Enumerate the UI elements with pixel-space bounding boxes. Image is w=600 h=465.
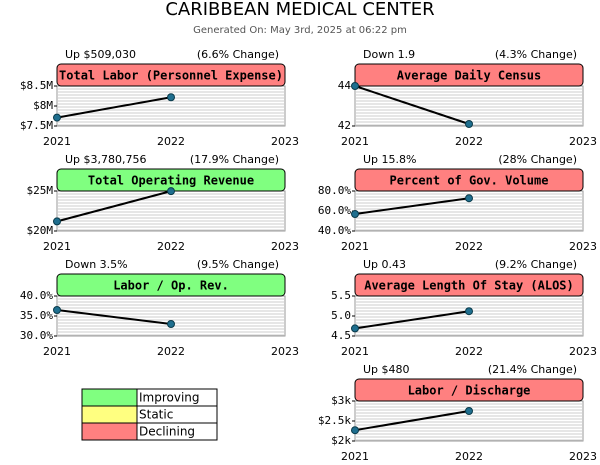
x-tick-label: 2023 bbox=[271, 135, 299, 148]
chart-title-bar bbox=[56, 63, 286, 87]
y-tick-label: 40.0% bbox=[318, 224, 351, 237]
data-point bbox=[167, 93, 175, 102]
y-tick-label: $20M bbox=[27, 224, 54, 237]
change-text: Up $509,030 bbox=[65, 48, 136, 61]
data-point bbox=[351, 210, 359, 218]
change-percent: (9.5% Change) bbox=[197, 258, 279, 271]
x-tick-label: 2023 bbox=[271, 345, 299, 358]
y-tick-label: 60.0% bbox=[318, 204, 351, 217]
y-tick-label: 42 bbox=[338, 119, 351, 132]
x-tick-label: 2023 bbox=[569, 450, 597, 463]
y-tick-label: 80.0% bbox=[318, 184, 351, 197]
y-tick-label: 40.0% bbox=[20, 289, 53, 302]
chart-title: Total Labor (Personnel Expense) bbox=[59, 69, 283, 83]
x-tick-label: 2022 bbox=[455, 240, 483, 253]
data-point bbox=[351, 324, 359, 333]
x-tick-label: 2021 bbox=[43, 345, 71, 358]
legend-swatch bbox=[81, 422, 138, 441]
data-point bbox=[465, 407, 473, 415]
x-tick-label: 2022 bbox=[157, 240, 185, 253]
data-point bbox=[53, 217, 61, 226]
data-point bbox=[465, 120, 473, 128]
x-tick-label: 2022 bbox=[455, 135, 483, 148]
change-percent: (4.3% Change) bbox=[495, 48, 577, 61]
y-tick-label: $8.5M bbox=[20, 79, 53, 92]
y-tick-label: 5.0 bbox=[331, 309, 351, 322]
chart-title-bar bbox=[354, 63, 584, 87]
data-point bbox=[351, 426, 359, 435]
x-tick-label: 2021 bbox=[43, 135, 71, 148]
chart-title: Labor / Discharge bbox=[408, 384, 531, 398]
x-tick-label: 2021 bbox=[341, 240, 369, 253]
x-tick-label: 2022 bbox=[157, 345, 185, 358]
change-text: Down 1.9 bbox=[363, 48, 415, 61]
chart-title: Average Length Of Stay (ALOS) bbox=[364, 279, 574, 293]
y-tick-label: $2k bbox=[331, 434, 351, 447]
change-text: Down 3.5% bbox=[65, 258, 128, 271]
x-tick-label: 2023 bbox=[271, 240, 299, 253]
legend-swatch bbox=[81, 405, 138, 424]
y-tick-label: $25M bbox=[27, 184, 54, 197]
data-point bbox=[167, 187, 175, 196]
legend-label: Static bbox=[139, 408, 173, 422]
data-point bbox=[465, 194, 473, 203]
chart-title: Labor / Op. Rev. bbox=[113, 279, 229, 293]
x-tick-label: 2021 bbox=[43, 240, 71, 253]
legend-label: Improving bbox=[139, 391, 200, 405]
change-text: Up $480 bbox=[363, 363, 410, 376]
x-tick-label: 2023 bbox=[569, 345, 597, 358]
x-tick-label: 2022 bbox=[157, 135, 185, 148]
data-point bbox=[53, 306, 61, 314]
x-tick-label: 2021 bbox=[341, 450, 369, 463]
y-tick-label: 30.0% bbox=[20, 329, 53, 342]
chart-title-bar bbox=[354, 378, 584, 402]
change-percent: (21.4% Change) bbox=[488, 363, 577, 376]
data-line bbox=[354, 197, 470, 215]
change-percent: (17.9% Change) bbox=[190, 153, 279, 166]
x-tick-label: 2022 bbox=[455, 345, 483, 358]
data-point bbox=[465, 307, 473, 316]
chart-title: Percent of Gov. Volume bbox=[390, 174, 549, 188]
y-tick-label: $7.5M bbox=[20, 119, 53, 132]
x-tick-label: 2023 bbox=[569, 135, 597, 148]
data-line bbox=[354, 310, 470, 330]
legend-cell bbox=[136, 422, 218, 441]
legend-label: Declining bbox=[139, 425, 195, 439]
chart-title: Average Daily Census bbox=[397, 69, 542, 83]
change-percent: (9.2% Change) bbox=[495, 258, 577, 271]
change-percent: (6.6% Change) bbox=[197, 48, 279, 61]
chart-title: Total Operating Revenue bbox=[88, 174, 254, 188]
data-line bbox=[354, 410, 470, 432]
y-tick-label: $2.5k bbox=[318, 414, 351, 427]
x-tick-label: 2022 bbox=[455, 450, 483, 463]
y-tick-label: 4.5 bbox=[331, 329, 351, 342]
change-percent: (28% Change) bbox=[498, 153, 577, 166]
data-line bbox=[56, 96, 172, 119]
data-line bbox=[354, 85, 470, 125]
data-point bbox=[351, 82, 359, 90]
data-line bbox=[56, 309, 172, 325]
data-point bbox=[53, 113, 61, 122]
change-text: Up $3,780,756 bbox=[65, 153, 147, 166]
change-text: Up 0.43 bbox=[363, 258, 406, 271]
x-tick-label: 2023 bbox=[569, 240, 597, 253]
chart-title-bar bbox=[56, 273, 286, 297]
y-tick-label: 5.5 bbox=[331, 289, 351, 302]
data-line bbox=[56, 190, 172, 223]
y-tick-label: $3k bbox=[331, 394, 351, 407]
page-title: CARIBBEAN MEDICAL CENTER bbox=[165, 0, 434, 20]
legend-swatch bbox=[81, 388, 138, 407]
x-tick-label: 2021 bbox=[341, 345, 369, 358]
page-subtitle: Generated On: May 3rd, 2025 at 06:22 pm bbox=[193, 25, 407, 36]
y-tick-label: 35.0% bbox=[20, 309, 53, 322]
y-tick-label: $8M bbox=[33, 99, 53, 112]
chart-title-bar bbox=[354, 168, 584, 192]
change-text: Up 15.8% bbox=[363, 153, 416, 166]
y-tick-label: 44 bbox=[338, 79, 352, 92]
chart-title-bar bbox=[354, 273, 584, 297]
x-tick-label: 2021 bbox=[341, 135, 369, 148]
data-point bbox=[167, 320, 175, 328]
